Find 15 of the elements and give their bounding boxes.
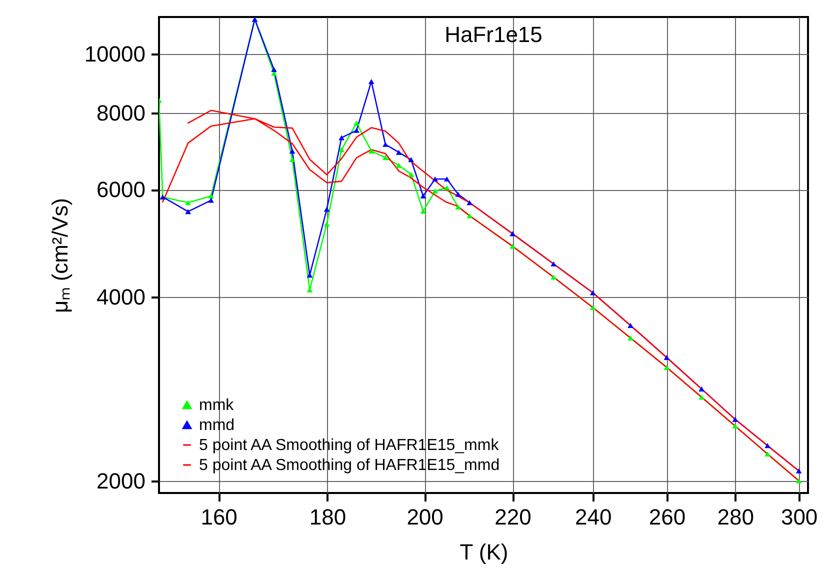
x-tick-label: 180: [309, 504, 346, 530]
x-tick-label: 260: [648, 504, 686, 530]
x-tick-label: 200: [406, 504, 444, 530]
y-tick-label: 6000: [96, 177, 146, 202]
y-tick-label: 2000: [96, 468, 146, 494]
x-tick-label: 240: [574, 504, 612, 530]
x-tick-label: 220: [494, 504, 532, 530]
y-tick-label: 8000: [96, 100, 146, 126]
y-tick-label: 4000: [96, 284, 146, 310]
x-tick-label: 280: [717, 504, 754, 530]
y-axis-title: μₘ (cm²/Vs): [47, 198, 72, 313]
x-tick-label: 160: [200, 504, 238, 530]
y-tick-label: 10000: [84, 42, 146, 67]
x-axis-title: T (K): [460, 540, 508, 564]
x-tick-label: 300: [780, 504, 818, 530]
